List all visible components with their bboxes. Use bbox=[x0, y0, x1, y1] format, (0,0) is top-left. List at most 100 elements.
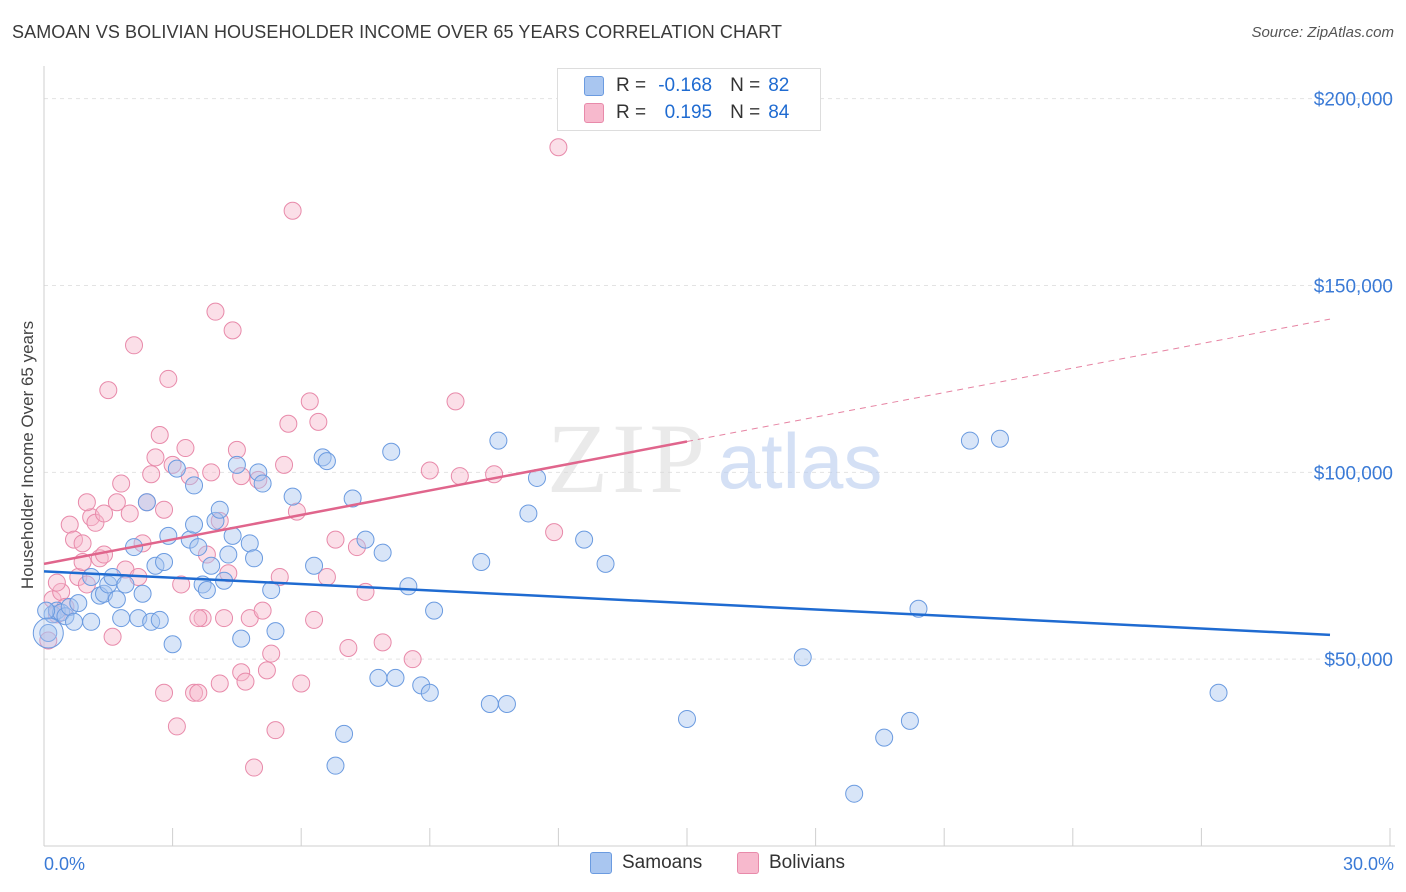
n-value: 82 bbox=[768, 75, 790, 96]
bolivian-point bbox=[232, 467, 251, 486]
samoan-point bbox=[232, 629, 251, 648]
bolivian-point bbox=[202, 463, 221, 482]
samoan-point bbox=[960, 431, 979, 450]
bolivian-point bbox=[300, 392, 319, 411]
bolivian-point bbox=[270, 567, 289, 586]
samoan-trend-line bbox=[43, 570, 1331, 637]
samoan-point bbox=[356, 530, 375, 549]
bolivian-point bbox=[292, 674, 311, 693]
bolivian-point bbox=[283, 201, 302, 220]
bolivian-point bbox=[420, 461, 439, 480]
tick-labels: $50,000 $100,000 $150,000 $200,000 0.0% 30.0% bbox=[44, 90, 1394, 874]
samoan-point bbox=[219, 545, 238, 564]
bolivian-point bbox=[206, 302, 225, 321]
bolivian-point bbox=[103, 627, 122, 646]
r-label: R = bbox=[616, 75, 647, 96]
bolivian-point bbox=[223, 321, 242, 340]
bolivian-point bbox=[253, 601, 272, 620]
samoan-point bbox=[373, 543, 392, 562]
samoan-point bbox=[65, 612, 84, 631]
bolivian-swatch bbox=[737, 852, 759, 874]
samoan-point bbox=[990, 429, 1009, 448]
samoan-point bbox=[150, 610, 169, 629]
bolivian-point bbox=[193, 609, 212, 628]
legend-item-samoans: Samoans bbox=[590, 852, 702, 874]
bolivian-point bbox=[120, 504, 139, 523]
bolivian-point bbox=[279, 414, 298, 433]
bolivian-point bbox=[403, 650, 422, 669]
source-label: Source: ZipAtlas.com bbox=[1251, 24, 1394, 41]
bolivian-point bbox=[185, 683, 204, 702]
bolivian-point bbox=[339, 638, 358, 657]
samoan-swatch bbox=[584, 76, 604, 96]
samoan-point bbox=[56, 607, 75, 626]
bolivian-point bbox=[52, 582, 71, 601]
samoan-point bbox=[382, 442, 401, 461]
y-tick-label: $50,000 bbox=[1324, 650, 1393, 671]
samoan-point bbox=[155, 553, 174, 572]
bolivian-point bbox=[189, 683, 208, 702]
bolivian-point bbox=[150, 425, 169, 444]
bolivian-point bbox=[275, 455, 294, 474]
bolivian-point bbox=[155, 683, 174, 702]
bolivian-point bbox=[210, 674, 229, 693]
chart-title: SAMOAN VS BOLIVIAN HOUSEHOLDER INCOME OV… bbox=[12, 22, 783, 42]
samoan-point bbox=[596, 554, 615, 573]
samoan-point bbox=[202, 556, 221, 575]
bolivian-point bbox=[549, 138, 568, 157]
n-label: N = bbox=[730, 102, 761, 123]
axes bbox=[43, 66, 1395, 847]
bolivian-point bbox=[99, 381, 118, 400]
samoan-point bbox=[32, 617, 64, 649]
y-axis-label: Householder Income Over 65 years bbox=[18, 320, 37, 590]
n-label: N = bbox=[730, 75, 761, 96]
samoan-point bbox=[793, 648, 812, 667]
bolivian-point bbox=[65, 530, 84, 549]
y-tick-label: $100,000 bbox=[1314, 463, 1393, 484]
samoan-point bbox=[845, 784, 864, 803]
samoan-point bbox=[489, 431, 508, 450]
bolivian-point bbox=[305, 610, 324, 629]
samoan-point bbox=[253, 474, 272, 493]
samoan-point bbox=[112, 609, 131, 628]
samoan-point bbox=[678, 709, 696, 728]
samoan-point bbox=[167, 459, 186, 478]
bolivian-point bbox=[232, 663, 251, 682]
samoan-swatch bbox=[590, 852, 612, 874]
bolivian-point bbox=[172, 575, 191, 594]
samoan-point bbox=[249, 463, 268, 482]
bolivian-trend-projection bbox=[686, 318, 1331, 443]
watermark-atlas: atlas bbox=[718, 417, 883, 505]
bolivian-point bbox=[266, 721, 285, 740]
bolivian-point bbox=[125, 336, 144, 355]
y-tick-label: $200,000 bbox=[1314, 90, 1393, 111]
legend-label-bolivians: Bolivians bbox=[769, 852, 846, 873]
samoan-point bbox=[137, 493, 156, 512]
samoan-point bbox=[227, 455, 246, 474]
bolivian-point bbox=[142, 465, 161, 484]
samoan-point bbox=[472, 553, 491, 572]
samoan-point bbox=[197, 581, 216, 600]
samoan-point bbox=[146, 556, 165, 575]
samoan-point bbox=[480, 695, 499, 714]
legend-label-samoans: Samoans bbox=[622, 852, 703, 873]
bolivian-point bbox=[227, 440, 246, 459]
samoan-point bbox=[399, 577, 418, 596]
samoan-point bbox=[185, 515, 204, 534]
bolivian-swatch bbox=[584, 103, 604, 123]
trend-lines bbox=[43, 318, 1331, 637]
series-legend: Samoans Bolivians bbox=[0, 850, 1406, 880]
bolivian-point bbox=[60, 515, 79, 534]
bolivian-point bbox=[39, 631, 58, 650]
bolivian-point bbox=[167, 717, 186, 736]
samoan-point bbox=[1209, 683, 1228, 702]
samoan-point bbox=[283, 487, 302, 506]
bolivian-point bbox=[189, 609, 208, 628]
samoan-point bbox=[497, 695, 516, 714]
r-value: 0.195 bbox=[664, 102, 713, 123]
x-tick-label: 30.0% bbox=[1343, 854, 1394, 874]
bolivian-point bbox=[95, 504, 114, 523]
samoan-point bbox=[39, 624, 58, 643]
samoan-point bbox=[189, 538, 208, 557]
bolivian-points bbox=[39, 138, 568, 777]
